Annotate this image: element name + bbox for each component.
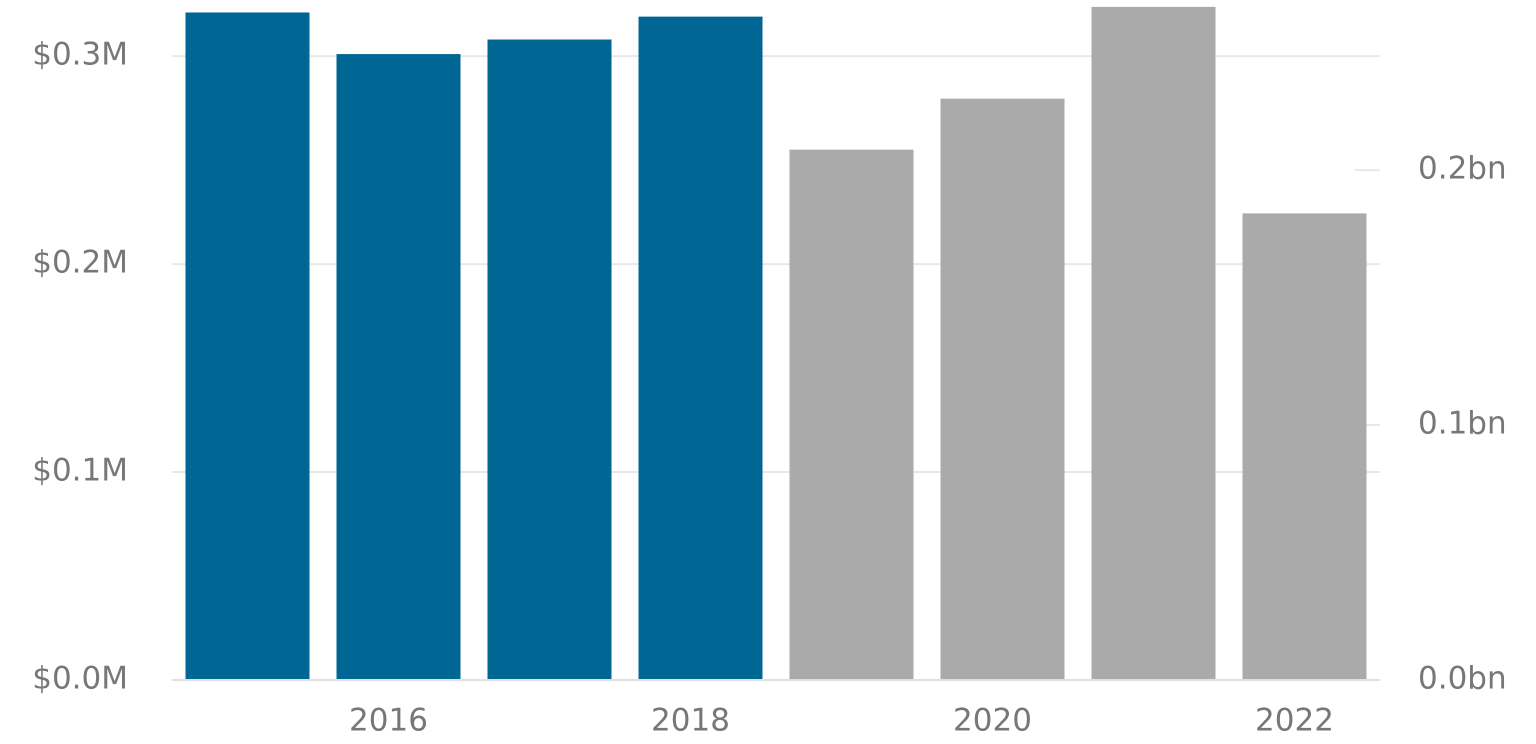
bar <box>638 16 763 680</box>
y-tick-label: $0.1M <box>32 453 128 489</box>
x-tick-label: 2018 <box>651 703 730 739</box>
y-tick-label: $0.3M <box>32 37 128 73</box>
y2-tick-label: 0.0bn <box>1418 661 1507 697</box>
x-tick-label: 2020 <box>953 703 1032 739</box>
x-tick-label: 2016 <box>349 703 428 739</box>
y-tick-label: $0.2M <box>32 245 128 281</box>
bar <box>789 149 914 681</box>
y2-tick-label: 0.1bn <box>1418 406 1507 442</box>
bar <box>336 54 461 681</box>
bar <box>1242 213 1367 680</box>
bar <box>1091 6 1216 680</box>
bar <box>185 12 310 681</box>
x-tick-label: 2022 <box>1255 703 1334 739</box>
bar <box>487 39 612 681</box>
y2-tick-label: 0.2bn <box>1418 151 1507 187</box>
y-tick-label: $0.0M <box>32 661 128 697</box>
bar <box>940 98 1065 680</box>
